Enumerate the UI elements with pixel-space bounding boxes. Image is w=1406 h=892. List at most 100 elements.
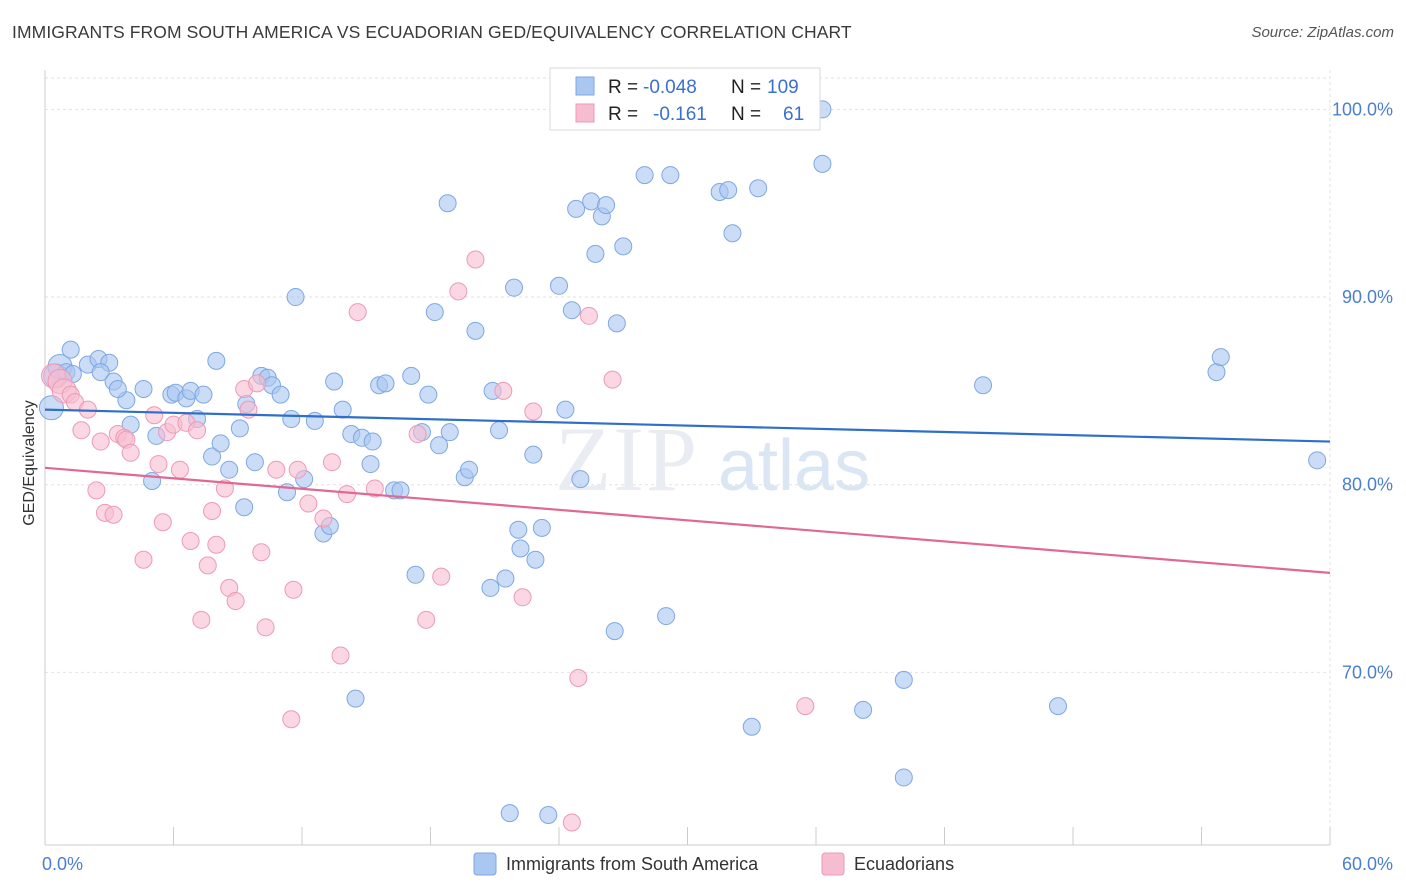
legend-swatch-blue	[575, 76, 595, 96]
immigrants-point	[500, 804, 519, 823]
immigrants-point	[526, 550, 545, 569]
immigrants-point	[61, 340, 80, 359]
immigrants-point	[813, 154, 832, 173]
ecuadorians-point	[87, 481, 106, 500]
ecuadorians-point	[524, 402, 543, 421]
legend-n-label-2: N =	[731, 104, 761, 125]
legend-r-label-1: R =	[608, 77, 638, 98]
immigrants-point	[425, 303, 444, 322]
bottom-legend-swatch-pink	[821, 852, 845, 876]
ecuadorians-point	[181, 532, 200, 551]
ecuadorians-point	[145, 406, 164, 425]
ecuadorians-point	[252, 543, 271, 562]
immigrants-point	[571, 470, 590, 489]
legend-r-value-1: -0.048	[643, 77, 697, 98]
immigrants-point	[719, 181, 738, 200]
ecuadorians-point	[207, 535, 226, 554]
ecuadorians-point	[466, 250, 485, 269]
immigrants-point	[271, 385, 290, 404]
legend-swatch-pink	[575, 103, 595, 123]
ecuadorians-point	[192, 610, 211, 629]
ecuadorians-point	[215, 479, 234, 498]
immigrants-point	[245, 453, 264, 472]
immigrants-point	[440, 423, 459, 442]
immigrants-point	[509, 520, 528, 539]
source-label: Source: ZipAtlas.com	[1251, 24, 1394, 41]
legend-n-value-2: 61	[783, 104, 804, 125]
ecuadorians-point	[284, 580, 303, 599]
immigrants-point	[723, 224, 742, 243]
immigrants-point	[91, 363, 110, 382]
immigrants-point	[220, 460, 239, 479]
axes	[44, 70, 1331, 846]
immigrants-point	[134, 380, 153, 399]
immigrants-point	[539, 805, 558, 824]
series-immigrants-points	[38, 100, 1327, 824]
ecuadorians-point	[314, 509, 333, 528]
immigrants-point	[854, 700, 873, 719]
immigrants-point	[466, 321, 485, 340]
bottom-legend-label-immigrants: Immigrants from South America	[506, 854, 759, 874]
immigrants-point	[550, 276, 568, 295]
ecuadorians-point	[513, 588, 532, 607]
immigrants-point	[524, 445, 543, 464]
ecuadorians-point	[170, 460, 189, 479]
ecuadorians-point	[91, 432, 110, 451]
immigrants-point	[282, 410, 301, 429]
legend-n-value-1: 109	[767, 77, 799, 98]
ecuadorians-point	[121, 443, 140, 462]
immigrants-point	[490, 421, 509, 440]
immigrants-point	[742, 717, 761, 736]
ecuadorians-point	[579, 306, 598, 325]
ecuadorians-point	[417, 610, 436, 629]
immigrants-point	[1207, 363, 1226, 382]
immigrants-point	[1308, 451, 1327, 470]
immigrants-point	[430, 436, 449, 455]
immigrants-point	[556, 400, 575, 419]
ecuadorians-point	[226, 592, 245, 611]
immigrants-point	[230, 419, 249, 438]
immigrants-point	[481, 578, 500, 597]
immigrants-point	[496, 569, 515, 588]
ecuadorians-point	[282, 710, 301, 729]
immigrants-point	[607, 314, 626, 333]
immigrants-point	[532, 518, 551, 537]
immigrants-point	[974, 376, 993, 395]
ecuadorians-point	[432, 567, 451, 586]
immigrants-point	[211, 434, 230, 453]
immigrants-point	[363, 432, 382, 451]
bottom-legend: Immigrants from South America Ecuadorian…	[473, 852, 954, 876]
immigrants-point	[333, 400, 352, 419]
ecuadorians-point	[198, 556, 217, 575]
ecuadorians-point	[603, 370, 622, 389]
y-axis-label: GED/Equivalency	[21, 400, 38, 525]
immigrants-trend-line	[44, 408, 1331, 443]
ecuadorians-point	[449, 282, 468, 301]
ecuadorians-point	[248, 374, 267, 393]
immigrants-point	[406, 565, 425, 584]
immigrants-point	[391, 481, 410, 500]
x-tick-label-max: 60.0%	[1342, 854, 1393, 874]
ecuadorians-point	[348, 303, 367, 322]
immigrants-point	[305, 411, 324, 430]
ecuadorians-point	[408, 425, 427, 444]
immigrants-point	[567, 199, 586, 218]
immigrants-point	[402, 366, 421, 385]
bottom-legend-swatch-blue	[473, 852, 497, 876]
legend-n-label-1: N =	[731, 77, 761, 98]
immigrants-point	[657, 607, 676, 626]
ecuadorians-point	[288, 460, 307, 479]
immigrants-point	[460, 460, 479, 479]
immigrants-point	[361, 455, 380, 474]
y-tick-labels: 70.0% 80.0% 90.0% 100.0%	[1332, 99, 1393, 682]
immigrants-point	[605, 622, 624, 641]
ecuadorians-point	[153, 513, 172, 532]
bottom-legend-label-ecuadorians: Ecuadorians	[854, 854, 954, 874]
immigrants-point	[438, 194, 457, 213]
immigrants-point	[286, 288, 305, 307]
ecuadorians-point	[188, 421, 207, 440]
immigrants-point	[635, 166, 654, 185]
immigrants-point	[597, 196, 616, 215]
ecuadorians-point	[203, 501, 222, 520]
legend-r-label-2: R =	[608, 104, 638, 125]
